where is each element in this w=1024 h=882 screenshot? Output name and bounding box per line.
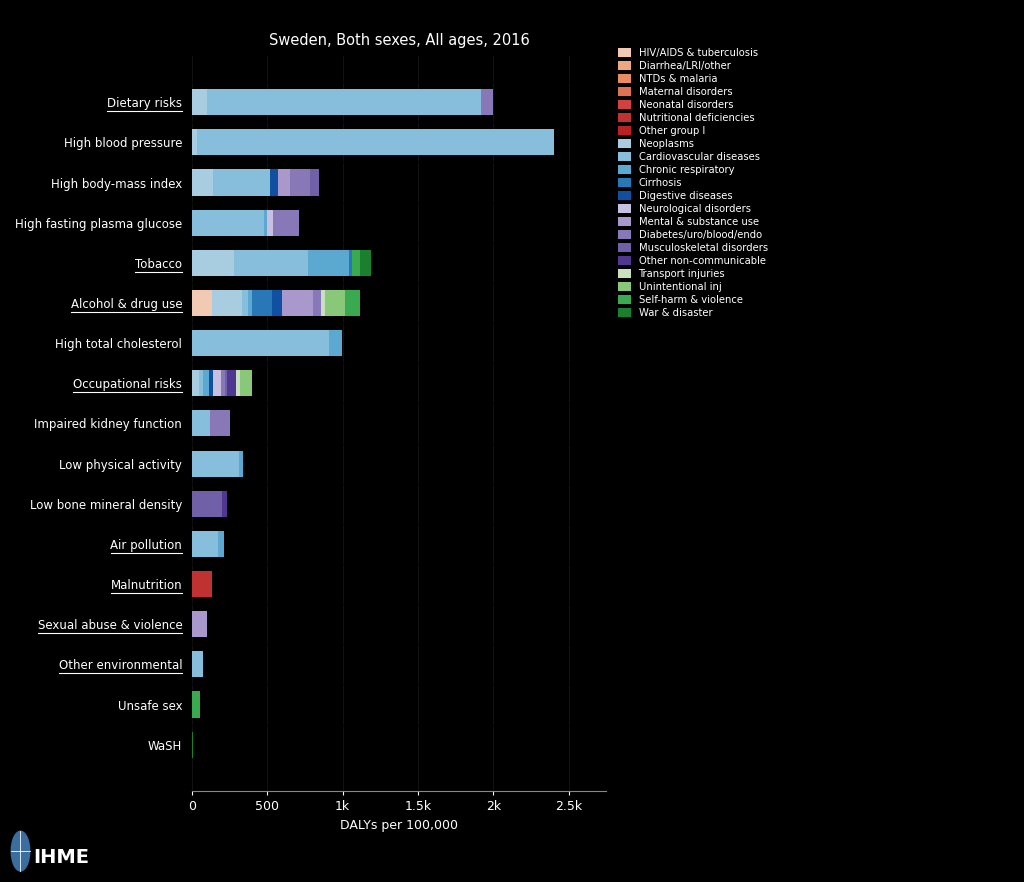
Bar <box>290 169 309 196</box>
Bar <box>191 571 212 597</box>
Bar <box>209 370 213 396</box>
Bar <box>213 370 220 396</box>
Bar <box>481 89 494 116</box>
Bar <box>352 250 360 276</box>
Bar <box>191 490 222 517</box>
Circle shape <box>11 831 30 871</box>
Bar <box>191 370 199 396</box>
Bar <box>309 169 319 196</box>
Bar <box>308 250 349 276</box>
Bar <box>345 290 360 316</box>
Bar <box>212 290 242 316</box>
Text: IHME: IHME <box>33 848 89 867</box>
Bar <box>191 250 234 276</box>
Bar <box>191 691 200 718</box>
Bar <box>191 410 210 437</box>
Bar <box>234 250 308 276</box>
X-axis label: DALYs per 100,000: DALYs per 100,000 <box>340 818 458 832</box>
Bar <box>191 611 207 638</box>
Bar <box>252 290 271 316</box>
Bar <box>321 290 326 316</box>
Bar <box>278 169 290 196</box>
Bar <box>191 210 264 235</box>
Bar <box>271 290 282 316</box>
Bar <box>249 290 252 316</box>
Bar <box>198 130 554 155</box>
Legend: HIV/AIDS & tuberculosis, Diarrhea/LRI/other, NTDs & malaria, Maternal disorders,: HIV/AIDS & tuberculosis, Diarrhea/LRI/ot… <box>615 46 770 320</box>
Bar <box>270 169 278 196</box>
Bar <box>239 451 244 476</box>
Bar <box>207 89 481 116</box>
Bar <box>282 290 313 316</box>
Title: Sweden, Both sexes, All ages, 2016: Sweden, Both sexes, All ages, 2016 <box>269 33 529 48</box>
Bar <box>240 370 252 396</box>
Bar <box>191 651 204 677</box>
Bar <box>191 451 239 476</box>
Bar <box>199 370 203 396</box>
Bar <box>329 330 342 356</box>
Bar <box>191 531 217 557</box>
Bar <box>273 210 299 235</box>
Bar <box>326 290 345 316</box>
Bar <box>210 410 230 437</box>
Bar <box>191 330 329 356</box>
Bar <box>203 370 209 396</box>
Bar <box>242 290 249 316</box>
Bar <box>264 210 267 235</box>
Bar <box>217 531 224 557</box>
Bar <box>225 370 227 396</box>
Bar <box>222 490 226 517</box>
Bar <box>313 290 321 316</box>
Bar <box>349 250 352 276</box>
Bar <box>360 250 371 276</box>
Bar <box>191 169 213 196</box>
Bar <box>191 130 198 155</box>
Bar <box>191 290 212 316</box>
Bar <box>227 370 236 396</box>
Bar <box>236 370 240 396</box>
Bar <box>191 89 207 116</box>
Bar <box>267 210 273 235</box>
Bar <box>220 370 225 396</box>
Bar <box>213 169 270 196</box>
